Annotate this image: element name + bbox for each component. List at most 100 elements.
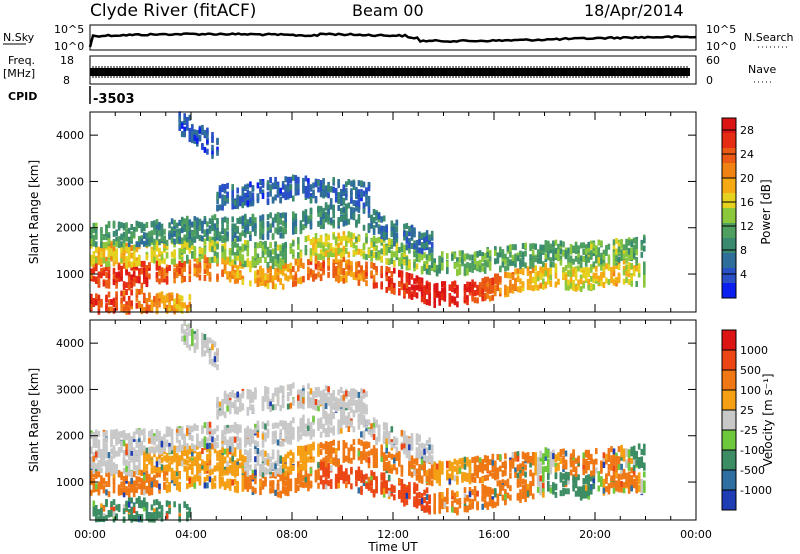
- range-gate-cell: [168, 465, 171, 472]
- range-gate-cell: [297, 466, 300, 473]
- range-gate-cell: [203, 262, 207, 269]
- range-gate-cell: [132, 250, 136, 257]
- range-gate-cell: [385, 258, 388, 265]
- range-gate-cell: [216, 191, 219, 198]
- range-gate-cell: [208, 466, 212, 473]
- range-gate-cell: [511, 283, 515, 290]
- range-gate-cell: [423, 298, 426, 305]
- range-gate-cell: [572, 258, 575, 265]
- range-gate-cell: [345, 263, 348, 270]
- range-gate-cell: [382, 249, 386, 256]
- range-gate-cell: [211, 246, 214, 253]
- range-gate-cell: [643, 273, 646, 280]
- range-gate-cell: [355, 249, 358, 256]
- range-gate-cell: [345, 442, 348, 449]
- range-gate-cell: [430, 230, 434, 237]
- range-gate-cell: [544, 270, 548, 277]
- range-gate-cell: [211, 236, 214, 243]
- range-gate-cell: [281, 475, 285, 481]
- range-gate-cell: [483, 259, 487, 266]
- range-gate-cell: [304, 236, 308, 243]
- range-gate-cell: [387, 258, 391, 265]
- range-gate-cell: [620, 239, 623, 246]
- range-gate-cell: [188, 225, 192, 231]
- range-gate-cell: [387, 284, 391, 291]
- range-gate-cell: [115, 302, 118, 309]
- range-gate-cell: [244, 456, 247, 463]
- range-gate-cell: [615, 237, 618, 244]
- range-gate-cell: [418, 498, 421, 505]
- range-gate-cell: [617, 481, 621, 488]
- range-gate-cell: [127, 246, 131, 253]
- range-gate-cell: [340, 275, 343, 282]
- range-gate-cell: [145, 265, 149, 271]
- range-gate-cell: [342, 456, 346, 463]
- range-gate-cell: [579, 242, 583, 249]
- range-gate-cell: [297, 485, 300, 492]
- range-gate-cell: [329, 465, 333, 472]
- range-gate-cell: [640, 239, 644, 246]
- range-gate-cell: [340, 236, 343, 243]
- range-gate-cell: [304, 449, 308, 456]
- range-gate-cell: [163, 455, 166, 462]
- range-gate-cell: [115, 254, 118, 261]
- colorbar-swatch: [722, 268, 736, 283]
- range-gate-cell: [334, 266, 338, 273]
- range-gate-cell: [377, 213, 381, 220]
- range-gate-cell: [203, 268, 207, 275]
- range-gate-cell: [239, 255, 242, 262]
- range-gate-cell: [400, 280, 404, 287]
- range-gate-cell: [180, 460, 184, 467]
- range-gate-cell: [122, 486, 126, 493]
- range-gate-cell: [120, 233, 123, 240]
- range-gate-cell: [640, 244, 644, 251]
- range-gate-cell: [592, 272, 596, 279]
- range-gate-cell: [100, 272, 103, 279]
- range-gate-cell: [216, 273, 219, 280]
- range-gate-cell: [554, 247, 558, 254]
- range-gate-cell: [387, 238, 391, 245]
- range-gate-cell: [504, 493, 507, 500]
- range-gate-cell: [322, 178, 325, 185]
- range-gate-cell: [615, 277, 618, 283]
- range-gate-cell: [127, 227, 131, 234]
- range-gate-cell: [206, 457, 209, 464]
- range-gate-cell: [622, 258, 626, 265]
- range-gate-cell: [322, 207, 325, 214]
- range-gate-cell: [552, 240, 555, 247]
- range-gate-cell: [446, 253, 449, 260]
- range-gate-cell: [145, 447, 149, 454]
- range-gate-cell: [201, 459, 204, 466]
- range-gate-cell: [120, 487, 123, 494]
- range-gate-cell: [175, 298, 179, 304]
- range-gate-cell: [127, 487, 131, 494]
- range-gate-cell: [324, 216, 328, 223]
- range-gate-cell: [266, 282, 270, 289]
- range-gate-cell: [471, 263, 474, 270]
- range-gate-cell: [340, 259, 343, 266]
- range-gate-cell: [360, 250, 363, 257]
- range-gate-cell: [244, 449, 247, 455]
- range-gate-cell: [284, 241, 287, 248]
- range-gate-cell: [342, 245, 346, 252]
- range-gate-cell: [481, 489, 484, 496]
- range-gate-cell: [463, 493, 467, 500]
- range-gate-cell: [165, 305, 169, 312]
- range-gate-cell: [148, 235, 151, 242]
- range-gate-cell: [206, 148, 209, 155]
- range-gate-cell: [160, 229, 164, 236]
- range-gate-cell: [271, 233, 275, 240]
- range-gate-cell: [259, 271, 262, 278]
- range-gate-cell: [627, 487, 631, 494]
- range-gate-cell: [302, 481, 305, 488]
- range-gate-cell: [602, 282, 606, 288]
- range-gate-cell: [643, 281, 646, 288]
- range-gate-cell: [97, 280, 101, 287]
- range-gate-cell: [274, 227, 277, 234]
- range-gate-cell: [370, 222, 373, 229]
- range-gate-cell: [398, 271, 401, 278]
- range-gate-cell: [375, 483, 378, 490]
- range-gate-cell: [418, 285, 421, 292]
- range-gate-cell: [191, 125, 194, 132]
- range-gate-cell: [155, 264, 159, 271]
